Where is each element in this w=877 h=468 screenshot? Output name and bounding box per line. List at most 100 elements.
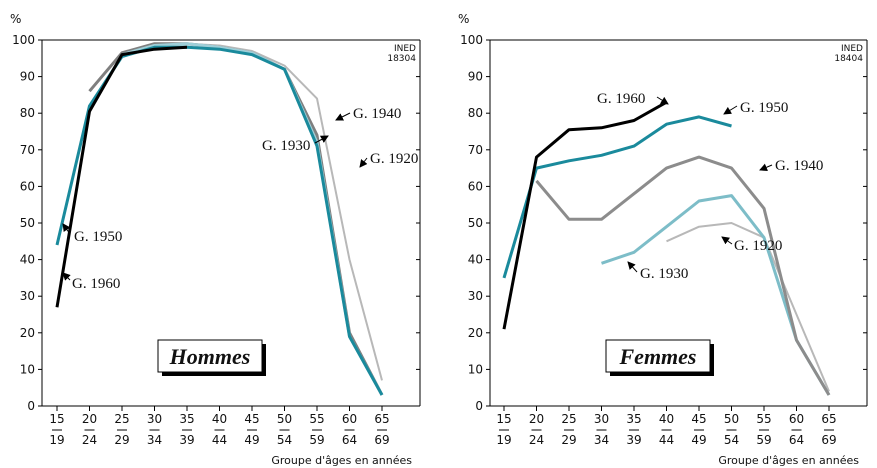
y-tick-label: 90 (20, 70, 35, 84)
series-annotation: G. 1940 (353, 106, 401, 122)
y-tick-label: 80 (468, 106, 483, 120)
x-tick-label-bottom: 69 (374, 433, 389, 447)
x-tick-label-bottom: 69 (821, 433, 836, 447)
panel-label-box (605, 339, 711, 373)
y-tick-label: 50 (468, 216, 483, 230)
x-tick-label-bottom: 59 (309, 433, 324, 447)
y-tick-label: 30 (468, 289, 483, 303)
series-annotation: G. 1920 (370, 151, 418, 167)
x-axis-label: Groupe d'âges en années (271, 454, 412, 467)
panel-label: Hommes (169, 344, 251, 369)
annotation-arrow (721, 236, 733, 245)
x-tick-label-top: 35 (626, 412, 641, 426)
x-tick-label-bottom: 64 (342, 433, 357, 447)
series-line-g-1920 (186, 42, 383, 381)
x-tick-label-top: 25 (114, 412, 129, 426)
y-tick-label: 10 (20, 362, 35, 376)
series-line-g-1920 (666, 222, 830, 392)
x-tick-label-bottom: 49 (244, 433, 259, 447)
y-tick-label: 80 (20, 106, 35, 120)
x-tick-label-bottom: 34 (147, 433, 162, 447)
y-tick-label: 40 (468, 253, 483, 267)
ined-label: INED (841, 44, 863, 54)
y-tick-label: 60 (468, 179, 483, 193)
series-annotation: G. 1930 (262, 138, 310, 154)
annotation-arrow (62, 223, 71, 235)
series-annotation: G. 1940 (775, 158, 823, 174)
x-tick-label-top: 15 (49, 412, 64, 426)
y-tick-label: 60 (20, 179, 35, 193)
ined-label: INED (394, 44, 416, 54)
x-tick-label-top: 60 (342, 412, 357, 426)
x-tick-label-bottom: 19 (49, 433, 64, 447)
x-tick-label-top: 50 (277, 412, 292, 426)
x-tick-label-bottom: 49 (691, 433, 706, 447)
annotation-arrow (62, 272, 71, 281)
annotation-arrow (314, 135, 329, 144)
series-line-g-1960 (55, 45, 188, 308)
y-tick-label: 70 (20, 143, 35, 157)
y-tick-label: 10 (468, 362, 483, 376)
x-tick-label-top: 65 (821, 412, 836, 426)
x-tick-label-bottom: 19 (496, 433, 511, 447)
x-tick-label-bottom: 39 (626, 433, 641, 447)
x-tick-label-bottom: 44 (212, 433, 227, 447)
x-tick-label-bottom: 54 (277, 433, 292, 447)
y-tick-label: 0 (475, 399, 483, 413)
x-tick-label-top: 60 (789, 412, 804, 426)
ined-code: 18404 (834, 54, 863, 64)
x-tick-label-top: 50 (724, 412, 739, 426)
y-tick-label: 0 (27, 399, 35, 413)
x-tick-label-bottom: 59 (756, 433, 771, 447)
annotation-arrow (359, 157, 368, 168)
series-line-g-1960 (502, 100, 668, 330)
y-unit-label: % (458, 12, 469, 26)
x-tick-label-top: 55 (309, 412, 324, 426)
annotation-arrow (759, 163, 773, 171)
series-annotation: G. 1950 (740, 100, 788, 116)
x-tick-label-bottom: 29 (114, 433, 129, 447)
x-tick-label-bottom: 54 (724, 433, 739, 447)
annotation-arrow (335, 112, 351, 121)
x-tick-label-top: 30 (147, 412, 162, 426)
series-annotation: G. 1950 (74, 229, 122, 245)
x-tick-label-top: 45 (691, 412, 706, 426)
y-tick-label: 100 (460, 33, 483, 47)
y-tick-label: 20 (468, 326, 483, 340)
y-tick-label: 30 (20, 289, 35, 303)
x-tick-label-top: 25 (561, 412, 576, 426)
y-tick-label: 70 (468, 143, 483, 157)
y-unit-label: % (10, 12, 21, 26)
x-tick-label-top: 45 (244, 412, 259, 426)
series-annotation: G. 1920 (734, 238, 782, 254)
x-tick-label-top: 40 (212, 412, 227, 426)
x-tick-label-bottom: 34 (594, 433, 609, 447)
y-tick-label: 90 (468, 70, 483, 84)
x-axis-label: Groupe d'âges en années (718, 454, 859, 467)
x-tick-label-top: 40 (659, 412, 674, 426)
y-tick-label: 40 (20, 253, 35, 267)
x-tick-label-top: 65 (374, 412, 389, 426)
series-annotation: G. 1960 (597, 91, 645, 107)
x-tick-label-bottom: 39 (179, 433, 194, 447)
y-tick-label: 100 (12, 33, 35, 47)
x-tick-label-bottom: 24 (529, 433, 544, 447)
x-tick-label-top: 30 (594, 412, 609, 426)
annotation-arrow (723, 105, 738, 115)
series-line-g-1950 (502, 115, 732, 279)
series-annotation: G. 1930 (640, 266, 688, 282)
x-tick-label-top: 35 (179, 412, 194, 426)
y-tick-label: 50 (20, 216, 35, 230)
x-tick-label-top: 20 (82, 412, 97, 426)
x-tick-label-bottom: 64 (789, 433, 804, 447)
x-tick-label-bottom: 29 (561, 433, 576, 447)
x-tick-label-top: 15 (496, 412, 511, 426)
ined-code: 18304 (387, 54, 416, 64)
x-tick-label-bottom: 44 (659, 433, 674, 447)
series-annotation: G. 1960 (72, 276, 120, 292)
panel-femmes: % 0 10 20 30 40 50 60 70 80 90 100 15 19 20 24 25 29 30 34 3… (458, 12, 868, 467)
panel-hommes: % 0 10 20 30 40 50 60 70 80 90 100 15 19 20 24 25 29 30 34 3… (10, 12, 421, 467)
series-line-g-1940 (535, 155, 831, 396)
x-tick-label-top: 55 (756, 412, 771, 426)
